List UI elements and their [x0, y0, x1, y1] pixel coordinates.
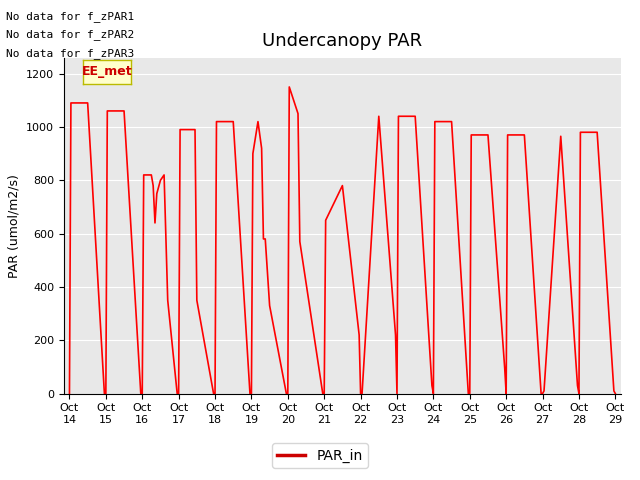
Text: No data for f_zPAR2: No data for f_zPAR2 [6, 29, 134, 40]
Text: EE_met: EE_met [82, 65, 132, 79]
Y-axis label: PAR (umol/m2/s): PAR (umol/m2/s) [8, 174, 20, 277]
Legend: PAR_in: PAR_in [272, 443, 368, 468]
Title: Undercanopy PAR: Undercanopy PAR [262, 33, 422, 50]
Text: No data for f_zPAR1: No data for f_zPAR1 [6, 11, 134, 22]
Text: No data for f_zPAR3: No data for f_zPAR3 [6, 48, 134, 59]
